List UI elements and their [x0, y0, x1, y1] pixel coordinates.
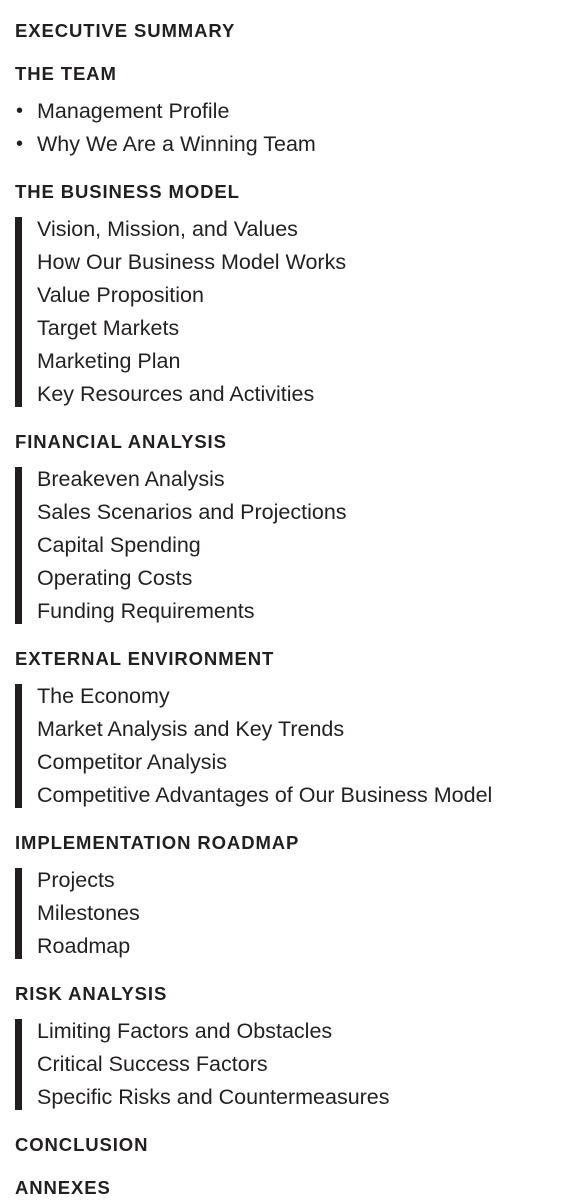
section-heading: RISK ANALYSIS: [15, 983, 168, 1004]
section-financial-analysis: FINANCIAL ANALYSIS Breakeven Analysis Sa…: [15, 430, 588, 628]
list-item: The Economy: [37, 684, 170, 708]
section-the-team: THE TEAM • Management Profile • Why We A…: [15, 62, 588, 161]
list-item: Competitive Advantages of Our Business M…: [37, 783, 493, 807]
section-bar: [15, 684, 22, 808]
section-annexes: ANNEXES: [15, 1176, 588, 1200]
section-bar: [15, 217, 22, 407]
section-bar: [15, 1019, 22, 1110]
list-item: Milestones: [37, 901, 140, 925]
bar-list: Breakeven Analysis Sales Scenarios and P…: [15, 463, 588, 628]
section-heading: THE TEAM: [15, 63, 117, 84]
section-conclusion: CONCLUSION: [15, 1133, 588, 1157]
list-item: Projects: [37, 868, 115, 892]
list-item: Capital Spending: [37, 533, 201, 557]
section-implementation-roadmap: IMPLEMENTATION ROADMAP Projects Mileston…: [15, 831, 588, 963]
bar-list: Vision, Mission, and Values How Our Busi…: [15, 213, 588, 411]
table-of-contents: EXECUTIVE SUMMARY THE TEAM • Management …: [15, 19, 588, 1198]
list-item: • Why We Are a Winning Team: [15, 128, 588, 161]
list-item: Roadmap: [37, 934, 131, 958]
list-item: Critical Success Factors: [37, 1052, 268, 1076]
list-item: • Management Profile: [15, 95, 588, 128]
list-item: Marketing Plan: [37, 349, 181, 373]
section-heading: EXTERNAL ENVIRONMENT: [15, 648, 275, 669]
list-item-label: Why We Are a Winning Team: [37, 132, 316, 156]
section-heading: IMPLEMENTATION ROADMAP: [15, 832, 300, 853]
section-heading: CONCLUSION: [15, 1134, 149, 1155]
section-heading: ANNEXES: [15, 1177, 111, 1198]
bar-list: Limiting Factors and Obstacles Critical …: [15, 1015, 588, 1114]
list-item: Sales Scenarios and Projections: [37, 500, 347, 524]
bar-list: Projects Milestones Roadmap: [15, 864, 588, 963]
list-item: How Our Business Model Works: [37, 250, 347, 274]
list-item: Vision, Mission, and Values: [37, 217, 298, 241]
section-bar: [15, 868, 22, 959]
list-item: Funding Requirements: [37, 599, 255, 623]
list-item: Target Markets: [37, 316, 180, 340]
list-item: Breakeven Analysis: [37, 467, 225, 491]
section-bar: [15, 467, 22, 624]
list-item: Competitor Analysis: [37, 750, 227, 774]
list-item: Limiting Factors and Obstacles: [37, 1019, 333, 1043]
section-heading: EXECUTIVE SUMMARY: [15, 20, 236, 41]
list-item: Market Analysis and Key Trends: [37, 717, 345, 741]
list-item: Specific Risks and Countermeasures: [37, 1085, 390, 1109]
bullet-icon: •: [16, 100, 24, 122]
section-business-model: THE BUSINESS MODEL Vision, Mission, and …: [15, 180, 588, 411]
section-risk-analysis: RISK ANALYSIS Limiting Factors and Obsta…: [15, 982, 588, 1114]
bullet-icon: •: [16, 133, 24, 155]
bullet-list: • Management Profile • Why We Are a Winn…: [15, 95, 588, 161]
list-item: Operating Costs: [37, 566, 193, 590]
bar-list: The Economy Market Analysis and Key Tren…: [15, 680, 588, 812]
section-external-environment: EXTERNAL ENVIRONMENT The Economy Market …: [15, 647, 588, 812]
section-heading: THE BUSINESS MODEL: [15, 181, 240, 202]
section-heading: FINANCIAL ANALYSIS: [15, 431, 227, 452]
list-item: Key Resources and Activities: [37, 382, 315, 406]
list-item: Value Proposition: [37, 283, 204, 307]
section-executive-summary: EXECUTIVE SUMMARY: [15, 19, 588, 43]
list-item-label: Management Profile: [37, 99, 230, 123]
